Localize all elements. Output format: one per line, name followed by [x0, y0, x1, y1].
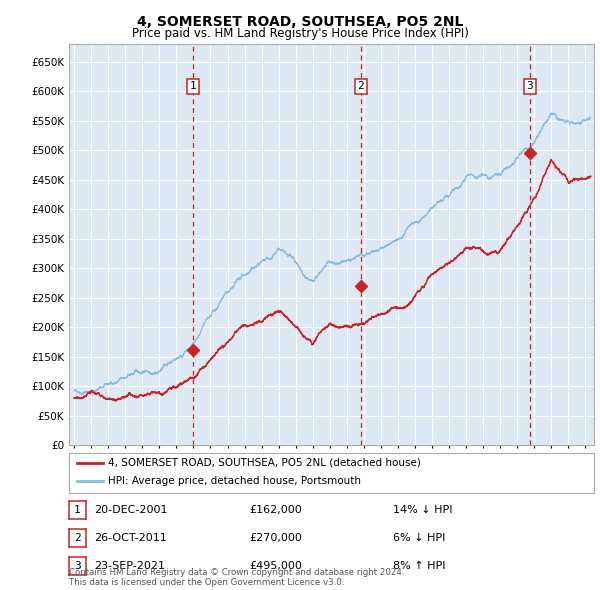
Text: 8% ↑ HPI: 8% ↑ HPI — [393, 562, 445, 571]
Text: Contains HM Land Registry data © Crown copyright and database right 2024.
This d: Contains HM Land Registry data © Crown c… — [69, 568, 404, 587]
Text: 1: 1 — [190, 81, 196, 91]
Text: Price paid vs. HM Land Registry's House Price Index (HPI): Price paid vs. HM Land Registry's House … — [131, 27, 469, 40]
Text: 3: 3 — [74, 562, 81, 571]
Text: 14% ↓ HPI: 14% ↓ HPI — [393, 505, 452, 514]
Text: 20-DEC-2001: 20-DEC-2001 — [94, 505, 168, 514]
Text: £162,000: £162,000 — [249, 505, 302, 514]
Text: 6% ↓ HPI: 6% ↓ HPI — [393, 533, 445, 543]
Text: £270,000: £270,000 — [249, 533, 302, 543]
Text: 1: 1 — [74, 505, 81, 514]
Text: 3: 3 — [526, 81, 533, 91]
Text: HPI: Average price, detached house, Portsmouth: HPI: Average price, detached house, Port… — [109, 476, 361, 486]
Text: 2: 2 — [74, 533, 81, 543]
Text: 4, SOMERSET ROAD, SOUTHSEA, PO5 2NL: 4, SOMERSET ROAD, SOUTHSEA, PO5 2NL — [137, 15, 463, 29]
Text: 26-OCT-2011: 26-OCT-2011 — [94, 533, 167, 543]
Text: 4, SOMERSET ROAD, SOUTHSEA, PO5 2NL (detached house): 4, SOMERSET ROAD, SOUTHSEA, PO5 2NL (det… — [109, 458, 421, 467]
Text: 2: 2 — [358, 81, 364, 91]
Text: £495,000: £495,000 — [249, 562, 302, 571]
Text: 23-SEP-2021: 23-SEP-2021 — [94, 562, 165, 571]
